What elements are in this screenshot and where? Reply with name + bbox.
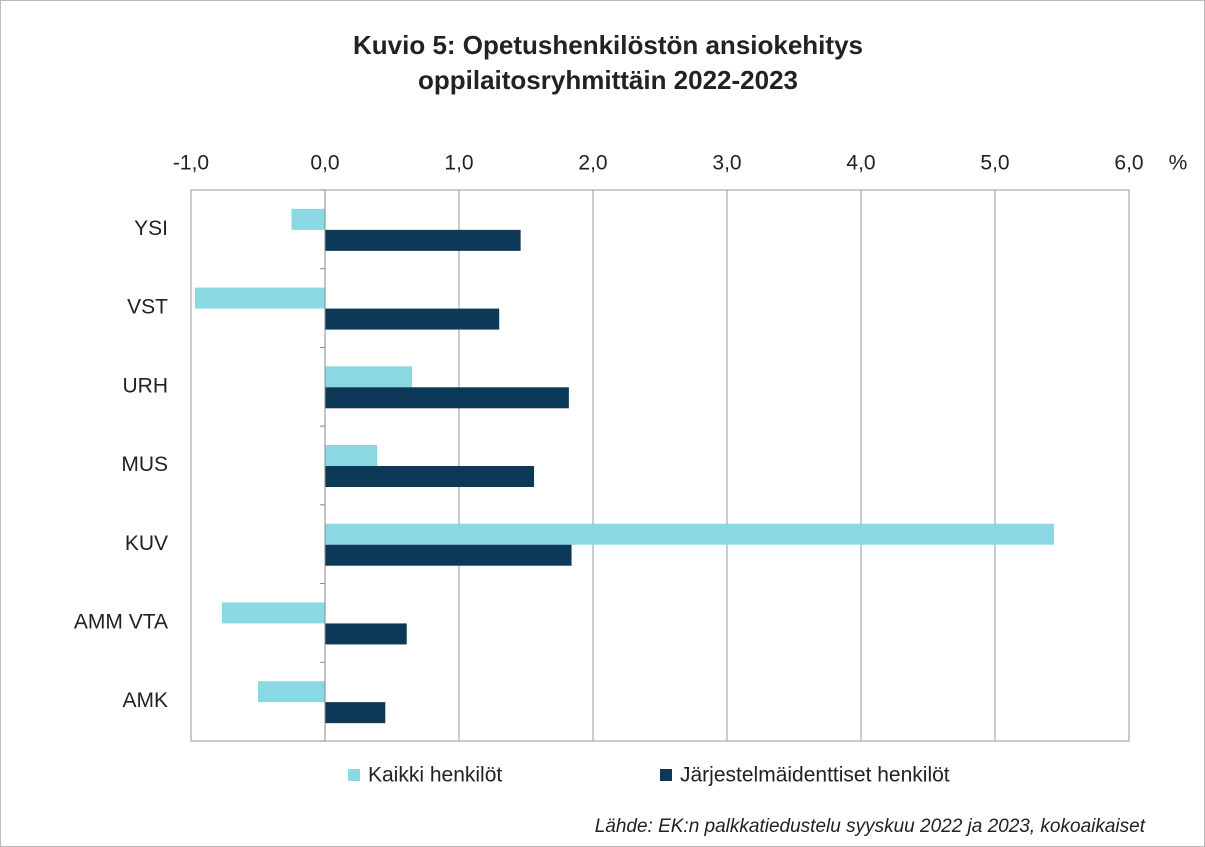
- y-tick-label: AMK: [122, 689, 168, 712]
- legend-label: Kaikki henkilöt: [368, 764, 502, 787]
- unit-label: %: [1169, 152, 1188, 175]
- plot-border: [190, 189, 1130, 742]
- legend-swatch: [660, 769, 672, 781]
- source-note: Lähde: EK:n palkkatiedustelu syyskuu 202…: [595, 816, 1146, 837]
- x-tick-label: 4,0: [846, 152, 875, 175]
- bar: [325, 623, 407, 645]
- bar: [325, 523, 1054, 545]
- bar: [325, 387, 569, 409]
- bar: [195, 287, 325, 309]
- x-tick-label: -1,0: [173, 152, 209, 175]
- legend-label: Järjestelmäidenttiset henkilöt: [680, 764, 950, 787]
- legend-swatch: [348, 769, 360, 781]
- chart-title: Kuvio 5: Opetushenkilöstön ansiokehitys: [353, 30, 863, 60]
- bar: [325, 702, 386, 724]
- bar: [325, 308, 500, 330]
- x-tick-label: 0,0: [310, 152, 339, 175]
- y-tick-label: VST: [127, 296, 168, 319]
- y-tick-label: KUV: [125, 532, 168, 555]
- y-tick-label: URH: [123, 374, 169, 397]
- x-tick-label: 5,0: [980, 152, 1009, 175]
- x-tick-label: 1,0: [444, 152, 473, 175]
- bar: [291, 208, 325, 230]
- x-tick-label: 3,0: [712, 152, 741, 175]
- bar: [325, 229, 521, 251]
- bar: [325, 466, 535, 487]
- y-tick-label: YSI: [134, 217, 168, 240]
- bar: [325, 544, 572, 566]
- x-tick-label: 2,0: [578, 152, 607, 175]
- bar: [258, 681, 325, 703]
- y-tick-label: MUS: [121, 453, 168, 476]
- y-tick-label: AMM VTA: [74, 610, 168, 633]
- x-tick-label: 6,0: [1114, 152, 1143, 175]
- bar: [325, 445, 378, 466]
- bar: [325, 366, 413, 388]
- bar: [221, 602, 325, 624]
- chart-title: oppilaitosryhmittäin 2022-2023: [418, 65, 798, 95]
